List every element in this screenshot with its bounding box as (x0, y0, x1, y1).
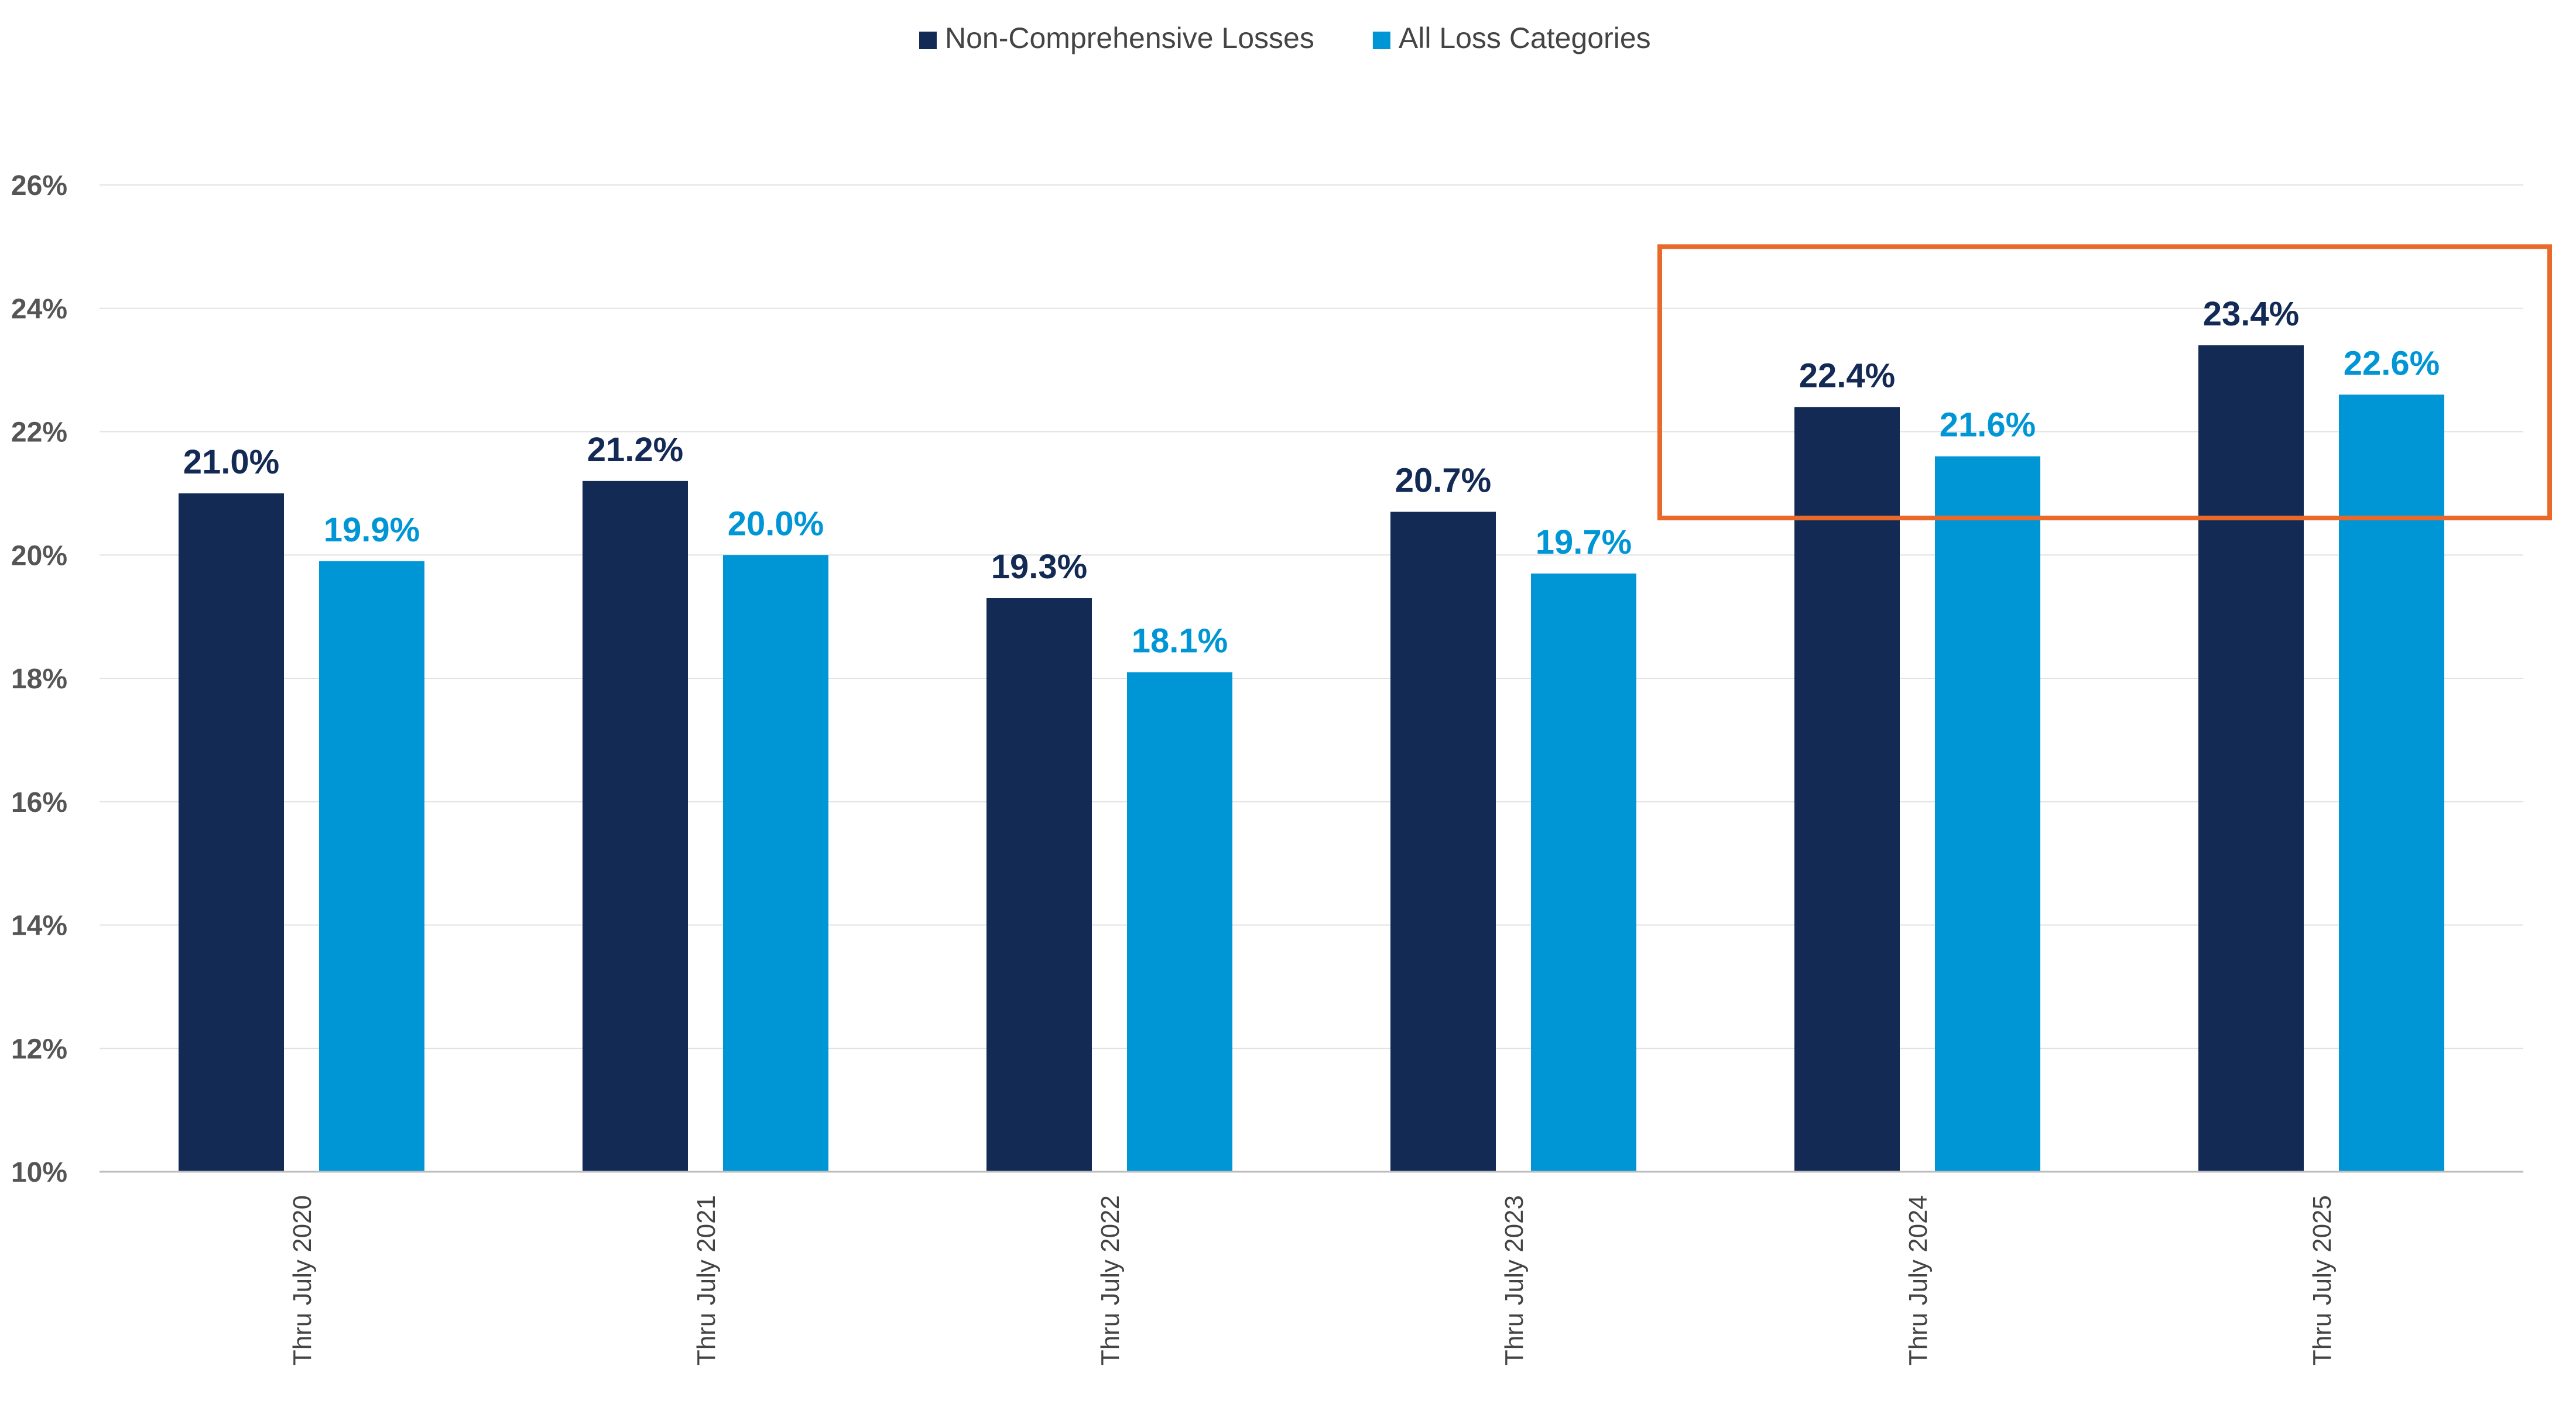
x-tick-label: Thru July 2021 (692, 1195, 721, 1365)
data-label: 19.9% (324, 511, 420, 549)
x-tick-label: Thru July 2020 (288, 1195, 317, 1365)
highlight-box (1657, 244, 2552, 521)
data-label: 18.1% (1132, 622, 1228, 660)
y-tick-label: 24% (11, 294, 67, 325)
highlight-box-group (1657, 244, 2552, 521)
legend-label: Non-Comprehensive Losses (945, 22, 1314, 54)
legend-label: All Loss Categories (1399, 22, 1651, 54)
bar (1127, 672, 1232, 1172)
data-label: 20.0% (728, 505, 824, 543)
bar (723, 555, 828, 1172)
x-tick-label: Thru July 2024 (1904, 1195, 1933, 1365)
y-tick-label: 16% (11, 787, 67, 818)
gridlines (100, 184, 2523, 1049)
y-tick-label: 22% (11, 417, 67, 448)
data-labels: 21.0% 19.9% 21.2% 20.0% 19.3% 18.1% 20.7% 19.7%… (183, 295, 2440, 660)
y-tick-label: 12% (11, 1034, 67, 1065)
data-label: 19.7% (1536, 523, 1632, 561)
bar (1935, 456, 2040, 1172)
x-tick-label: Thru July 2023 (1500, 1195, 1529, 1365)
y-tick-label: 20% (11, 540, 67, 571)
data-label: 20.7% (1395, 461, 1491, 499)
x-axis: Thru July 2020 Thru July 2021 Thru July 20… (100, 1171, 2523, 1365)
y-tick-label: 10% (11, 1157, 67, 1188)
bar (986, 598, 1092, 1172)
data-label: 23.4% (2203, 295, 2299, 333)
bar (2339, 394, 2444, 1172)
legend-swatch (919, 32, 937, 49)
bar (179, 493, 284, 1172)
y-axis: 10% 12% 14% 16% 18% 20% 22% 24% 26% (11, 170, 67, 1188)
bar (1531, 573, 1636, 1172)
y-tick-label: 26% (11, 170, 67, 201)
data-label: 22.6% (2344, 344, 2440, 382)
bar (1794, 407, 1900, 1172)
legend: Non-Comprehensive Losses All Loss Categor… (919, 22, 1651, 54)
y-tick-label: 18% (11, 664, 67, 695)
y-tick-label: 14% (11, 911, 67, 942)
x-tick-label: Thru July 2025 (2308, 1195, 2337, 1365)
bar (2198, 345, 2304, 1172)
data-label: 19.3% (991, 548, 1087, 586)
bar (1390, 512, 1496, 1172)
data-label: 22.4% (1799, 356, 1895, 394)
data-label: 21.2% (587, 431, 683, 469)
x-tick-label: Thru July 2022 (1096, 1195, 1125, 1365)
bars (179, 345, 2444, 1172)
data-label: 21.0% (183, 443, 279, 481)
data-label: 21.6% (1940, 406, 2036, 444)
bar (319, 561, 424, 1172)
bar (583, 481, 688, 1172)
legend-swatch (1372, 32, 1390, 49)
